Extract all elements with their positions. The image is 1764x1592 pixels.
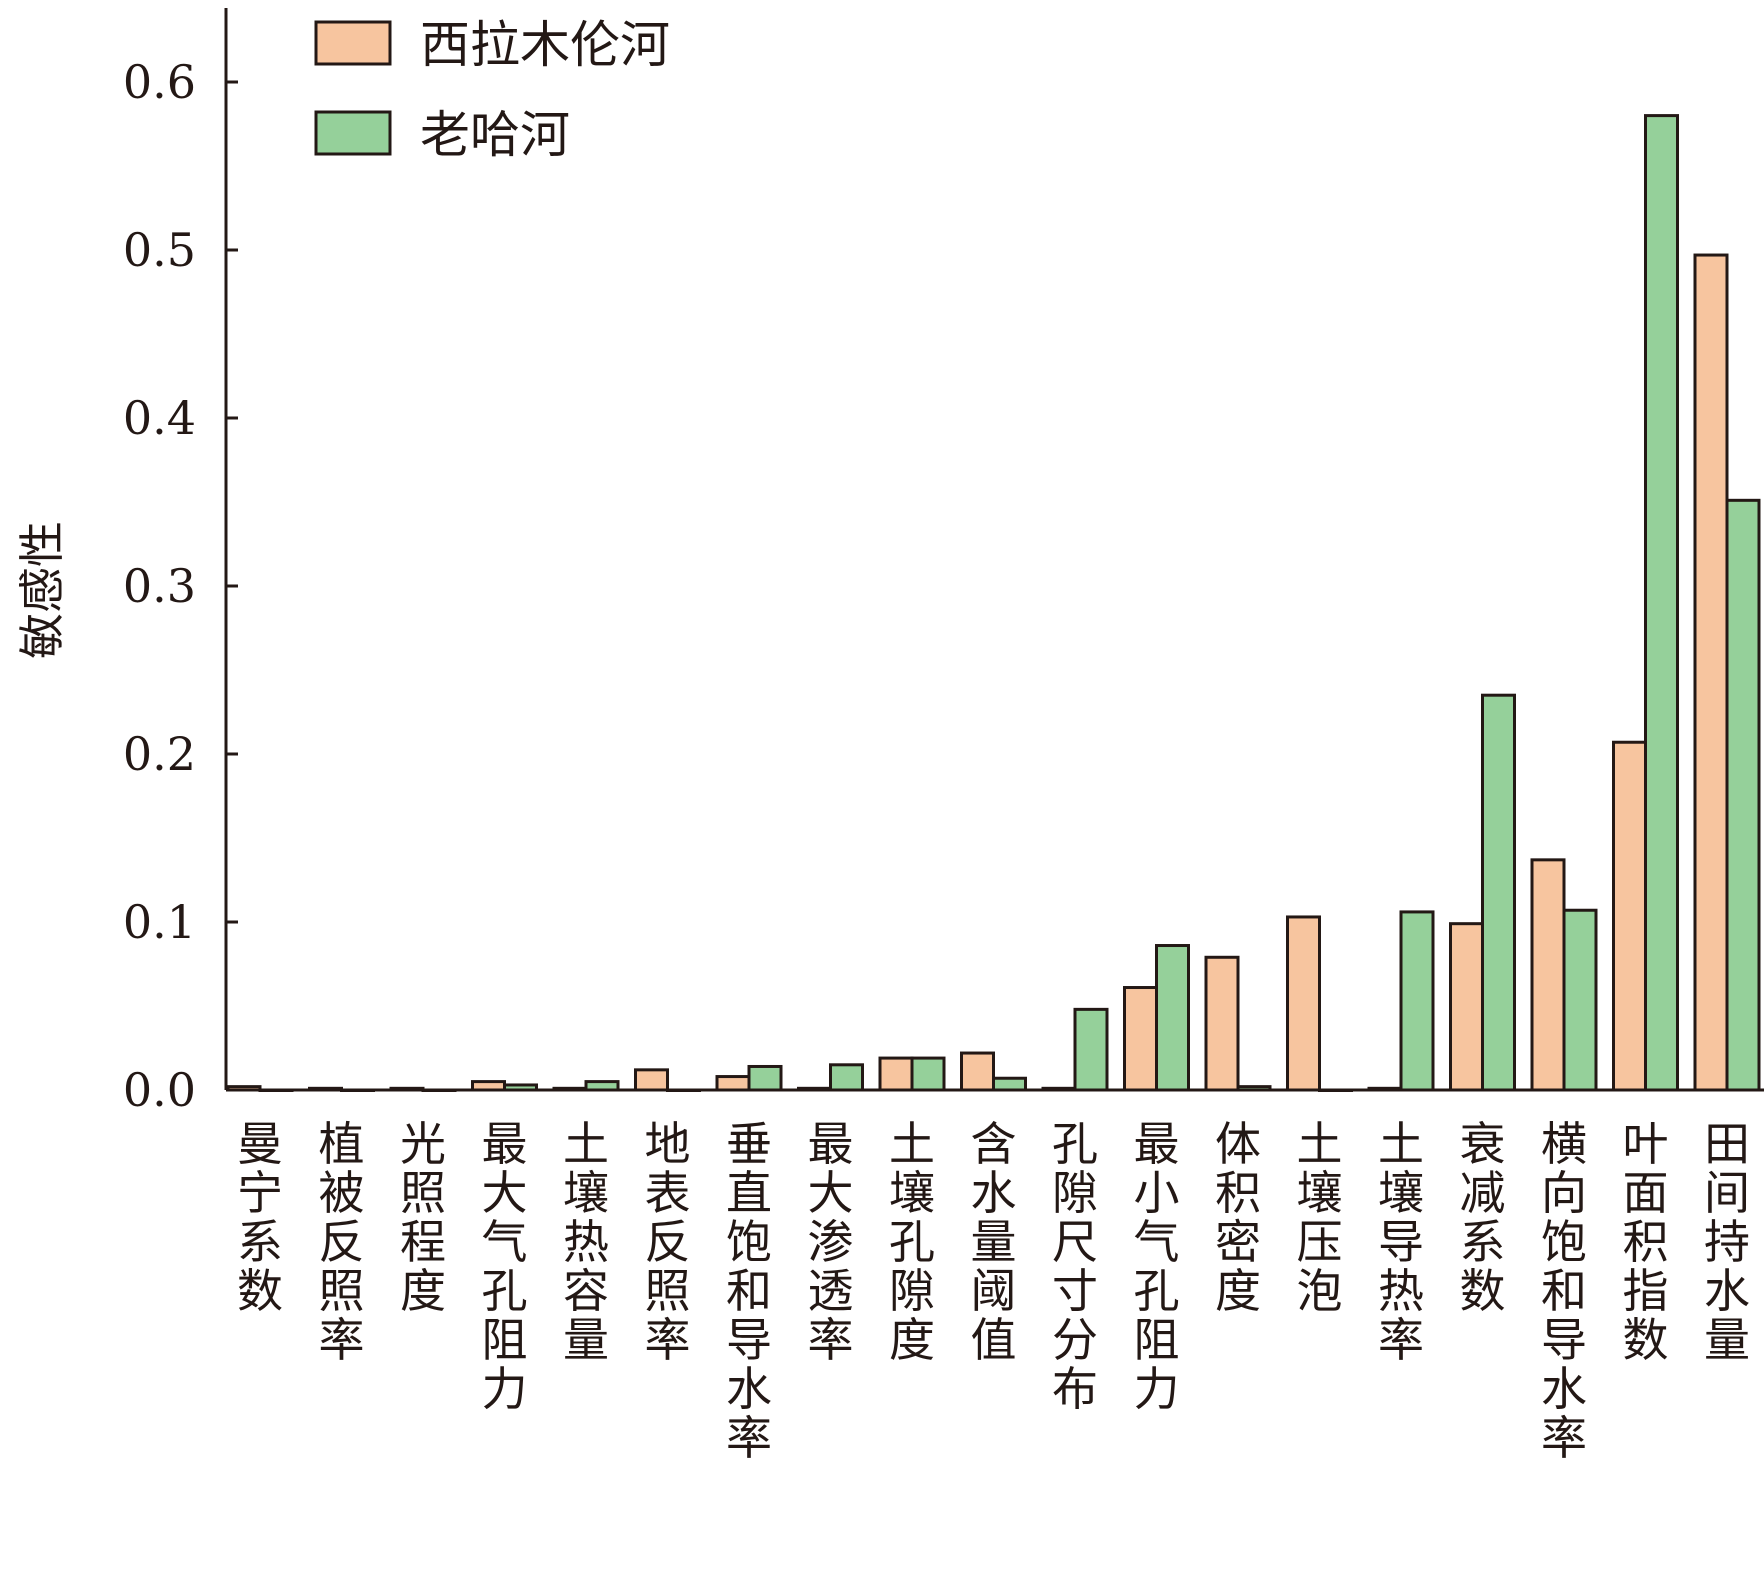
x-category-label: 田间持水量 [1704,1117,1750,1367]
bar-laohahe-16 [1562,908,1598,1092]
x-category-label: 孔隙尺寸分布 [1052,1117,1098,1416]
x-category-label: 植被反照率 [319,1117,365,1367]
bar-laohahe-18 [1725,498,1761,1092]
y-axis-ticks: 0.0 0.1 0.2 0.3 0.4 0.5 0.6 [123,55,238,1117]
bar-laohahe-11 [1155,944,1190,1092]
legend-swatch-0 [314,20,392,66]
x-category-label: 土壤热容量 [563,1117,609,1367]
x-category-label: 土壤压泡 [1297,1117,1343,1318]
y-tick-label: 0.2 [123,727,196,781]
y-tick-label: 0.6 [123,55,196,109]
bar-xilamulun-18 [1693,253,1729,1092]
bar-xilamulun-11 [1123,986,1158,1092]
bar-marks [226,114,1761,1092]
x-category-label: 含水量阈值 [971,1117,1017,1367]
bar-xilamulun-16 [1530,858,1566,1092]
x-category-label: 曼宁系数 [237,1117,283,1318]
bar-laohahe-6 [747,1064,783,1092]
bar-xilamulun-8 [878,1056,914,1092]
y-tick-label: 0.5 [123,223,196,277]
legend-swatch-1 [314,110,392,156]
bar-xilamulun-6 [715,1075,751,1092]
bar-laohahe-7 [829,1063,864,1092]
legend-label-0: 西拉木伦河 [420,16,670,74]
x-category-label: 土壤孔隙度 [889,1117,935,1367]
x-category-label: 垂直饱和导水率 [726,1117,772,1465]
bar-xilamulun-17 [1612,740,1647,1092]
bar-xilamulun-15 [1449,922,1484,1092]
bar-laohahe-10 [1073,1007,1109,1092]
bar-laohahe-17 [1644,114,1679,1092]
x-category-label: 最小气孔阻力 [1134,1117,1180,1416]
y-axis-label: 敏感性 [15,521,69,659]
legend-label-1: 老哈河 [420,106,570,164]
bar-laohahe-9 [992,1076,1027,1092]
bar-laohahe-14 [1399,910,1435,1092]
x-axis-category-labels: 曼宁系数植被反照率光照程度最大气孔阻力土壤热容量地表反照率垂直饱和导水率最大渗透… [237,1117,1750,1465]
y-tick-label: 0.1 [123,895,196,949]
bar-xilamulun-12 [1204,955,1240,1092]
x-category-label: 土壤导热率 [1378,1117,1424,1367]
bar-xilamulun-13 [1286,915,1321,1092]
bar-xilamulun-9 [960,1051,995,1092]
chart-axes [224,8,1764,1092]
x-category-label: 横向饱和导水率 [1541,1117,1587,1465]
bar-xilamulun-5 [634,1068,669,1092]
bar-laohahe-8 [910,1056,946,1092]
x-category-label: 体积密度 [1215,1117,1261,1318]
y-tick-label: 0.4 [123,391,196,445]
x-category-label: 叶面积指数 [1623,1117,1669,1367]
x-category-label: 光照程度 [400,1117,446,1318]
bar-laohahe-15 [1481,693,1516,1092]
y-tick-label: 0.0 [123,1063,196,1117]
y-tick-label: 0.3 [123,559,196,613]
x-category-label: 最大气孔阻力 [482,1117,528,1416]
x-category-label: 衰减系数 [1460,1117,1506,1318]
x-category-label: 地表反照率 [645,1117,691,1367]
x-category-label: 最大渗透率 [808,1117,854,1367]
